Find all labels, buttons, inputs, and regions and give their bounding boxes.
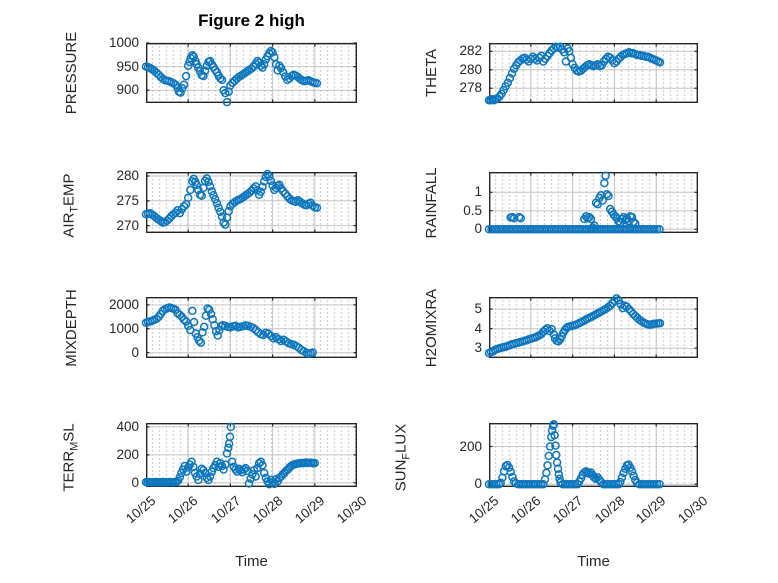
x-tick-label: 10/28 — [591, 493, 628, 527]
plot-area-h2omixra — [484, 294, 699, 358]
y-axis-label-h2omixra: H2OMIXRA — [423, 288, 440, 367]
scatter-series-sun_flux — [484, 420, 664, 489]
plot-area-pressure — [141, 42, 358, 107]
y-axis-label-terr_msl: TERRMSL — [60, 423, 81, 492]
scatter-series-mixdepth — [141, 303, 317, 358]
axes-terr_msl — [141, 422, 358, 489]
y-tick-label: 3 — [474, 340, 482, 356]
x-tick-label: 10/27 — [549, 493, 586, 527]
plot-area-sun_flux — [484, 420, 699, 489]
scatter-series-air_temp — [141, 169, 322, 229]
y-tick-label: 278 — [459, 80, 482, 96]
y-tick-label: 200 — [116, 446, 139, 462]
y-tick-label: 2000 — [108, 296, 139, 312]
plot-area-terr_msl — [141, 422, 358, 489]
y-tick-label: 4 — [474, 320, 482, 336]
y-tick-label: 0 — [131, 474, 139, 490]
x-tick-label: 10/27 — [207, 493, 244, 527]
figure-title: Figure 2 high — [198, 11, 305, 30]
x-tick-label: 10/29 — [291, 493, 328, 527]
y-tick-label: 0 — [474, 476, 482, 492]
axes-mixdepth — [141, 296, 358, 358]
plot-area-mixdepth — [141, 296, 358, 358]
y-tick-label: 1 — [474, 184, 482, 200]
y-tick-label: 400 — [116, 418, 139, 434]
x-tick-label: 10/25 — [123, 493, 159, 527]
scatter-series-rainfall — [484, 171, 664, 234]
y-tick-label: 270 — [116, 217, 139, 233]
y-tick-label: 0.5 — [463, 202, 482, 218]
x-tick-label: 10/26 — [165, 493, 201, 527]
x-tick-label: 10/30 — [675, 493, 711, 527]
axes-rainfall — [484, 171, 699, 234]
y-tick-label: 280 — [116, 167, 139, 183]
plot-area-air_temp — [141, 169, 358, 233]
axes-pressure — [141, 42, 358, 107]
y-tick-label: 0 — [474, 221, 482, 237]
y-tick-label: 280 — [459, 61, 482, 77]
y-tick-label: 900 — [116, 82, 139, 98]
axes-sun_flux — [484, 420, 699, 489]
y-tick-label: 1000 — [108, 320, 139, 336]
x-axis-label-left: Time — [235, 553, 268, 570]
y-tick-label: 950 — [116, 58, 139, 74]
y-tick-label: 0 — [131, 344, 139, 360]
y-tick-label: 275 — [116, 192, 139, 208]
x-tick-label: 10/25 — [466, 493, 502, 527]
scatter-series-theta — [484, 42, 665, 105]
axes-h2omixra — [484, 294, 699, 358]
plot-area-theta — [484, 42, 699, 105]
x-tick-label: 10/26 — [507, 493, 544, 527]
scatter-series-terr_msl — [141, 422, 320, 489]
axes-air_temp — [141, 169, 358, 233]
x-tick-label: 10/29 — [633, 493, 669, 527]
x-tick-label: 10/30 — [334, 493, 370, 527]
scatter-series-h2omixra — [484, 294, 665, 358]
scatter-series-pressure — [141, 46, 322, 107]
x-axis-label-right: Time — [577, 553, 610, 570]
x-tick-label: 10/28 — [249, 493, 286, 527]
plot-area-rainfall — [484, 171, 699, 234]
axes-theta — [484, 42, 699, 105]
y-tick-label: 1000 — [108, 35, 139, 50]
y-tick-label: 282 — [459, 43, 482, 59]
y-axis-label-sun_flux: SUNFLUX — [392, 423, 413, 492]
y-tick-label: 5 — [474, 301, 482, 317]
y-tick-label: 200 — [459, 438, 482, 454]
